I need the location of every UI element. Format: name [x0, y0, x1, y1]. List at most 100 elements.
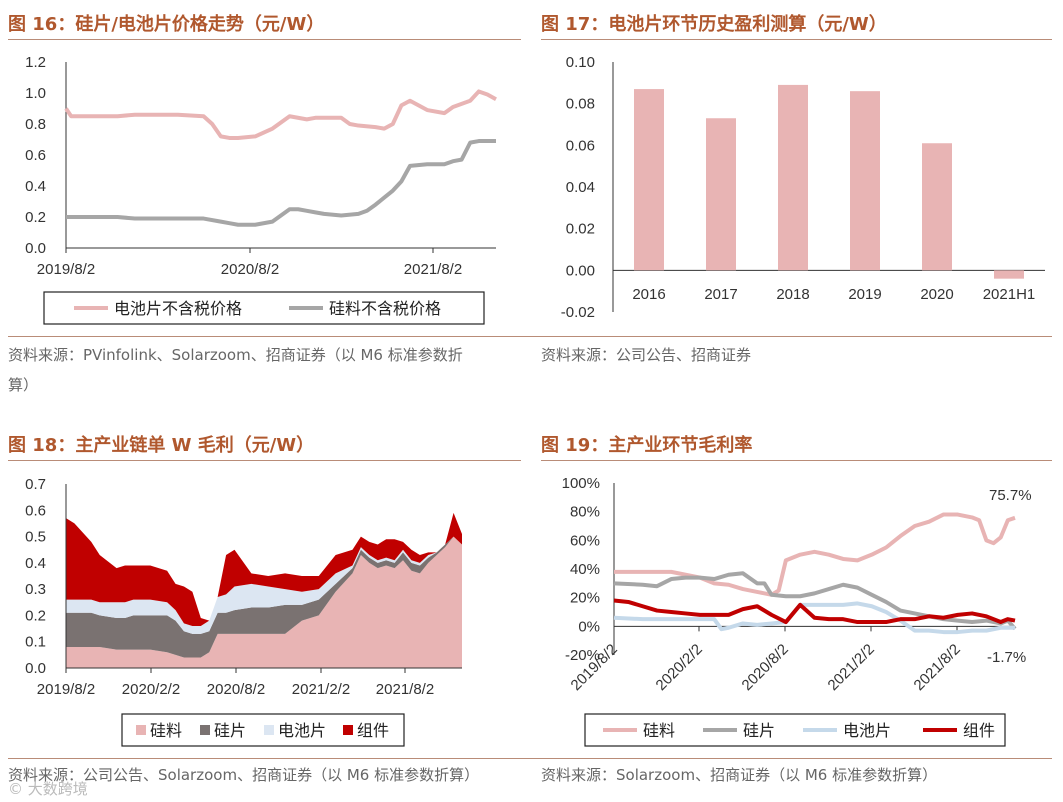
fig16-x-tick: 2020/8/2 [221, 261, 279, 278]
fig19-x-tick: 2020/8/2 [739, 641, 792, 694]
fig16-y-tick: 0.0 [25, 240, 46, 257]
watermark: © 大数跨境 [8, 780, 88, 798]
fig16-y-tick: 1.2 [25, 54, 46, 71]
fig18-legend-label: 硅片 [214, 721, 246, 740]
fig16-y-tick: 0.2 [25, 209, 46, 226]
fig19-y-tick: -20% [565, 647, 600, 664]
fig16-y-tick: 0.4 [25, 178, 46, 195]
fig17-x-tick: 2021H1 [983, 286, 1036, 303]
fig18-area-3 [66, 512, 462, 626]
fig18-title-rule [8, 460, 521, 461]
fig17-y-tick: 0.00 [566, 262, 595, 279]
fig19-series-2 [613, 601, 1015, 635]
fig17-source: 资料来源：公司公告、招商证券 [541, 346, 752, 364]
fig19-x-tick: 2020/2/2 [653, 641, 706, 694]
fig16-source-cont: 算） [8, 376, 39, 394]
fig19-y-tick: 60% [570, 532, 600, 549]
fig19-series-3 [613, 598, 1016, 625]
fig18-y-tick: 0.7 [25, 476, 46, 493]
fig18-x-tick: 2021/8/2 [376, 681, 434, 698]
fig19-annotation-max: 75.7% [989, 487, 1032, 504]
fig18-legend-swatch [264, 725, 274, 735]
fig17-y-tick: 0.10 [566, 54, 595, 71]
fig16-y-tick: 0.8 [25, 116, 46, 133]
fig19-x-tick: 2019/8/2 [568, 641, 621, 694]
fig18-x-tick: 2020/2/2 [122, 681, 180, 698]
fig16-series-0 [64, 89, 497, 140]
fig18-x-tick: 2019/8/2 [37, 681, 95, 698]
fig18-title: 图 18：主产业链单 W 毛利（元/W） [8, 435, 315, 456]
fig18-legend-swatch [343, 725, 353, 735]
fig17-x-tick: 2017 [704, 286, 737, 303]
fig17-bar-2018 [778, 84, 808, 271]
fig16-x-tick: 2019/8/2 [37, 261, 95, 278]
fig18-legend-label: 硅料 [150, 721, 182, 740]
fig16-title: 图 16：硅片/电池片价格走势（元/W） [8, 14, 325, 35]
fig16-legend-box [43, 291, 485, 325]
fig18-legend-label: 组件 [357, 721, 389, 740]
fig16-source: 资料来源：PVinfolink、Solarzoom、招商证券（以 M6 标准参数… [8, 346, 463, 364]
fig19-legend-box [584, 713, 1006, 747]
fig18-x-tick: 2021/2/2 [292, 681, 350, 698]
fig18-legend-swatch [200, 725, 210, 735]
fig19-series-0 [614, 512, 1016, 597]
fig19-annotation-min: -1.7% [987, 649, 1026, 666]
fig19-series-1 [613, 571, 1017, 631]
fig18-area-1 [66, 536, 462, 658]
fig16-title-rule [8, 39, 521, 40]
fig17-y-tick: -0.02 [561, 304, 595, 321]
fig17-bar-2021H1 [994, 270, 1024, 279]
fig17-title-rule [541, 39, 1052, 40]
fig17-bar-2016 [634, 89, 664, 271]
fig19-y-tick: 80% [570, 504, 600, 521]
fig16-y-tick: 1.0 [25, 85, 46, 102]
fig19-legend-label: 硅片 [743, 721, 775, 740]
top-source-rule [8, 336, 1052, 337]
fig18-y-tick: 0.4 [25, 555, 46, 572]
fig19-y-tick: 40% [570, 561, 600, 578]
fig17-y-tick: 0.08 [566, 96, 595, 113]
fig17-bar-2019 [850, 91, 880, 271]
fig18-area-0 [66, 536, 462, 668]
bottom-source-rule [8, 758, 1052, 759]
fig18-y-tick: 0.6 [25, 502, 46, 519]
fig19-title-rule [541, 460, 1052, 461]
fig17-x-tick: 2019 [848, 286, 881, 303]
fig18-y-tick: 0.2 [25, 607, 46, 624]
fig19-legend-label: 电池片 [843, 721, 891, 740]
fig18-y-tick: 0.1 [25, 634, 46, 651]
fig17-x-tick: 2018 [776, 286, 809, 303]
fig17-bar-2020 [922, 143, 952, 271]
fig19-x-tick: 2021/8/2 [911, 641, 964, 694]
fig19-y-tick: 0% [578, 618, 600, 635]
fig18-legend-label: 电池片 [278, 721, 326, 740]
fig16-series-1 [66, 139, 496, 227]
fig18-x-tick: 2020/8/2 [207, 681, 265, 698]
fig18-y-tick: 0.3 [25, 581, 46, 598]
fig19-y-tick: 100% [562, 475, 600, 492]
fig18-y-tick: 0.5 [25, 529, 46, 546]
fig17-x-tick: 2016 [632, 286, 665, 303]
fig17-x-tick: 2020 [920, 286, 953, 303]
fig19-x-tick: 2021/2/2 [825, 641, 878, 694]
fig19-legend-label: 组件 [963, 721, 995, 740]
fig19-legend-label: 硅料 [643, 721, 675, 740]
fig16-legend-label: 电池片不含税价格 [114, 299, 242, 318]
fig16-x-tick: 2021/8/2 [404, 261, 462, 278]
fig17-y-tick: 0.02 [566, 221, 595, 238]
fig18-legend-swatch [136, 725, 146, 735]
fig16-y-tick: 0.6 [25, 147, 46, 164]
fig19-source: 资料来源：Solarzoom、招商证券（以 M6 标准参数折算） [541, 766, 938, 784]
fig17-y-tick: 0.04 [566, 179, 595, 196]
fig19-title: 图 19：主产业环节毛利率 [541, 435, 753, 456]
fig18-source: 资料来源：公司公告、Solarzoom、招商证券（以 M6 标准参数折算） [8, 766, 480, 784]
fig16-legend-label: 硅料不含税价格 [329, 299, 441, 318]
fig19-y-tick: 20% [570, 590, 600, 607]
fig17-bar-2017 [706, 118, 736, 271]
fig18-legend-box [121, 713, 405, 747]
fig17-y-tick: 0.06 [566, 137, 595, 154]
